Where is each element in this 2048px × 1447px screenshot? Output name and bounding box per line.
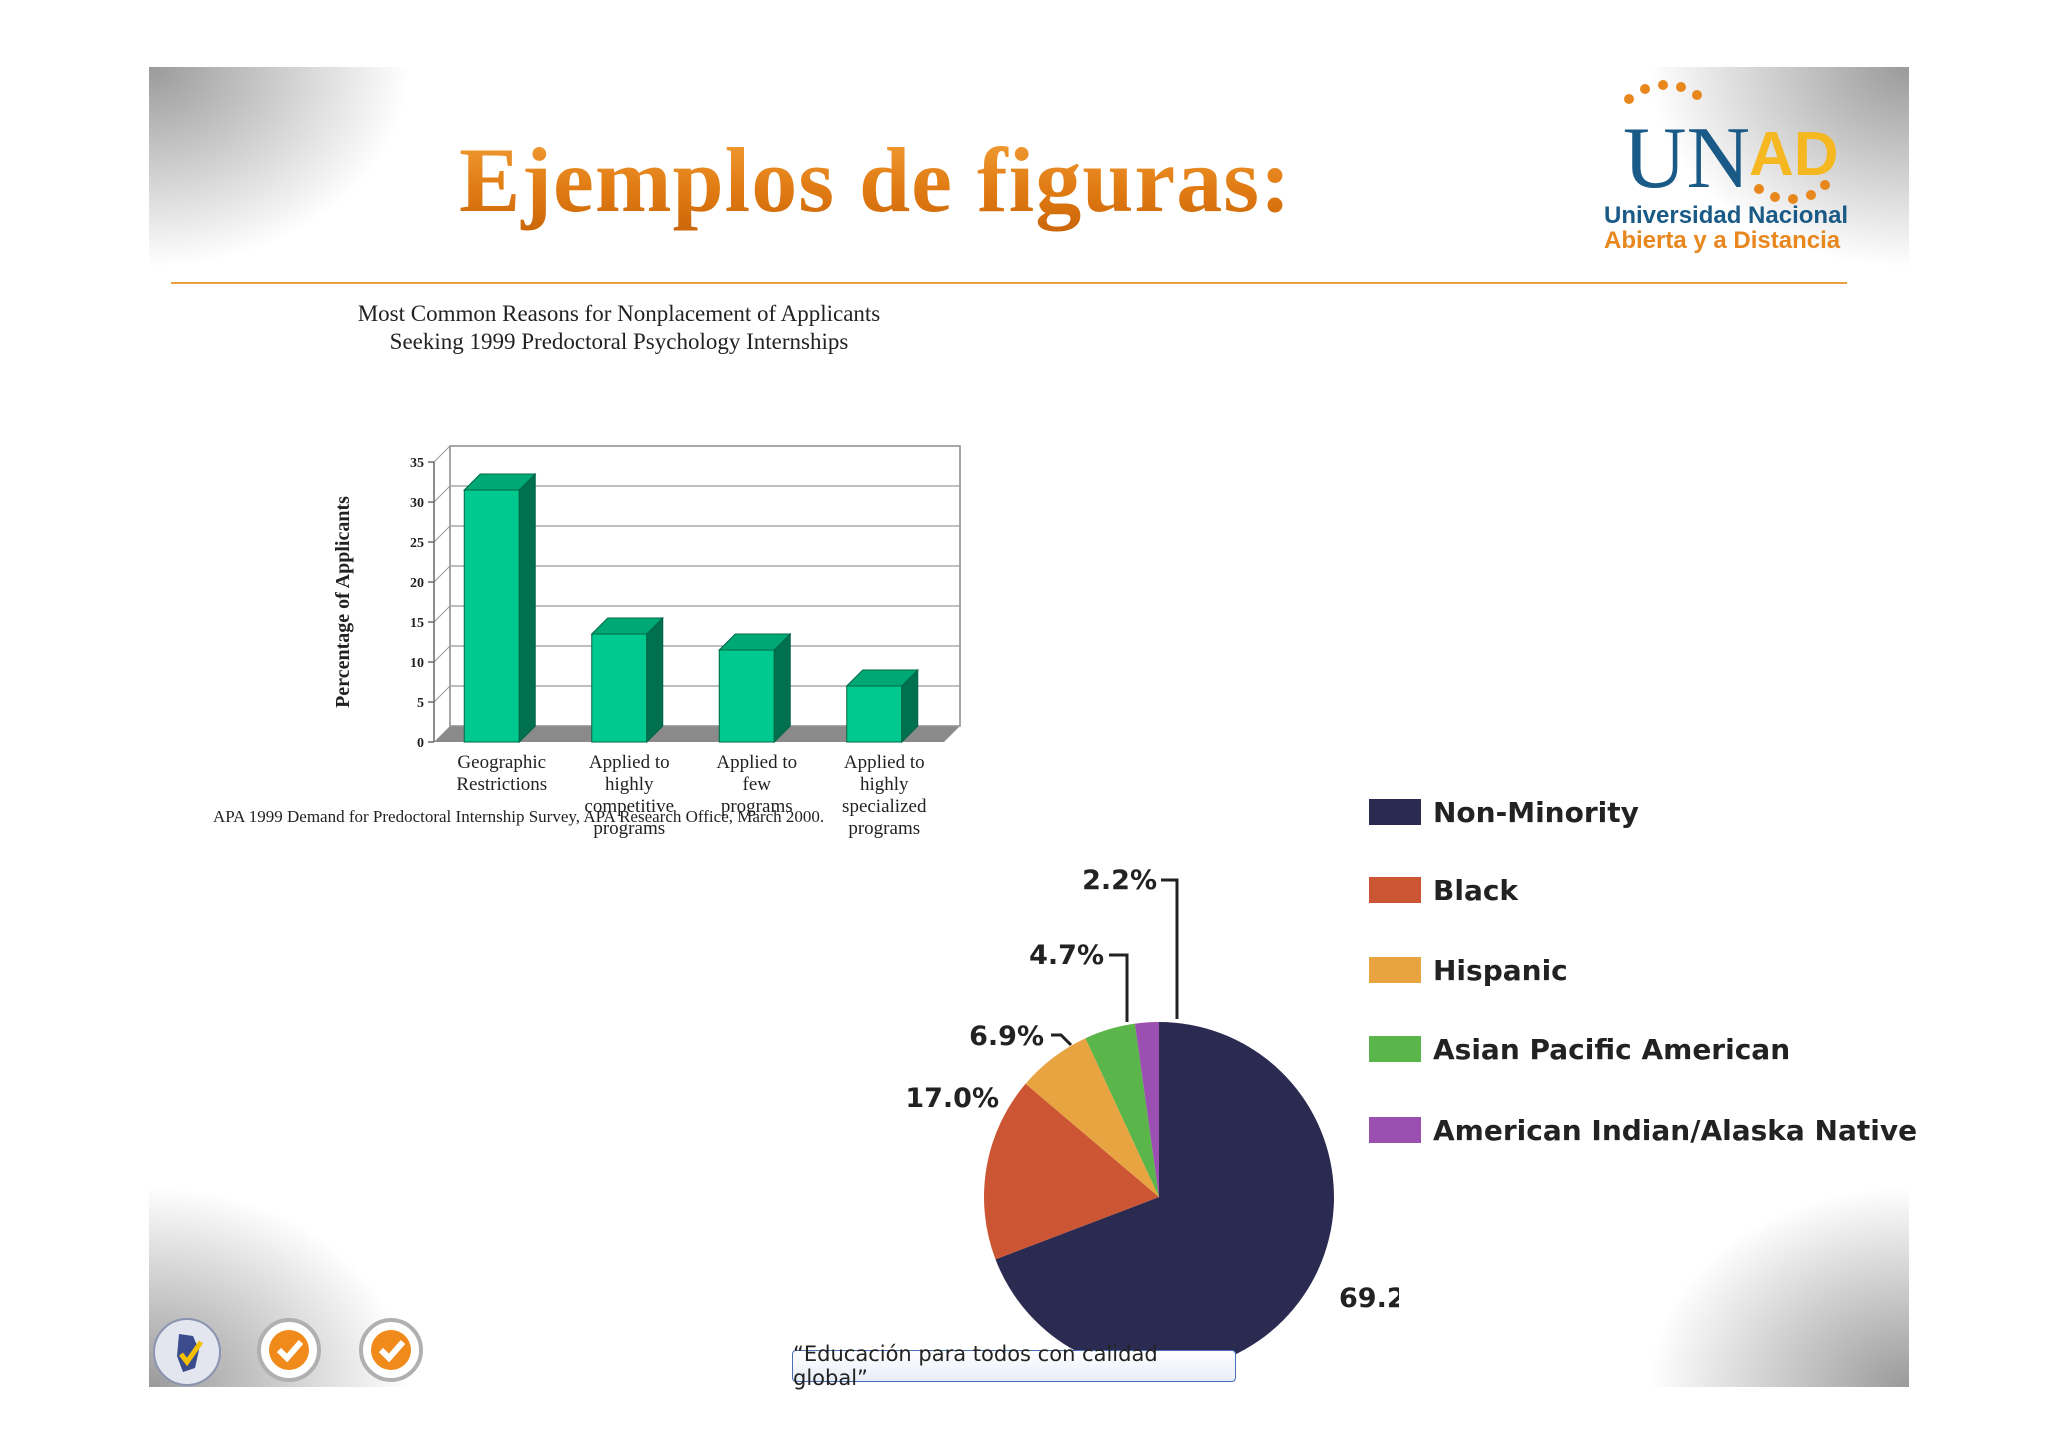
gridline-side	[433, 485, 451, 503]
gridline-side	[433, 445, 451, 463]
bar-front	[846, 685, 903, 743]
legend-swatch	[1369, 799, 1421, 825]
logo-ad-icon: AD	[1749, 120, 1839, 189]
legend-label: Hispanic	[1433, 953, 1568, 987]
bar-chart: 0 5 10 15 20 25 30 35 Percentage of Applicants Ge…	[332, 445, 961, 839]
y-tick-label: 15	[410, 616, 424, 631]
gridline-side	[433, 525, 451, 543]
logo-text-line2: Abierta y a Distancia	[1604, 227, 1841, 254]
bar-chart-title-line: Most Common Reasons for Nonplacement of …	[357, 301, 881, 326]
x-tick-label: Applied to highly specialized programs	[842, 752, 927, 839]
x-tick-label: Applied to highly competitive programs	[584, 752, 674, 839]
y-tick-label: 10	[410, 656, 424, 671]
pie-slice	[1025, 1038, 1159, 1197]
pie-slice-label: 2.2%	[1082, 865, 1157, 896]
bar-side	[646, 616, 664, 744]
logo-dots-icon	[1624, 80, 1830, 204]
gridline-side	[433, 605, 451, 623]
pie-slice-label: 4.7%	[1029, 940, 1104, 971]
legend-item: Asian Pacific American	[1369, 1029, 1790, 1069]
title-divider	[171, 282, 1847, 284]
certification-badges	[153, 1318, 423, 1386]
unad-logo: UN AD	[1623, 80, 1839, 207]
pie-slice-label: 69.2%	[1339, 1283, 1399, 1314]
y-tick-label: 20	[410, 576, 424, 591]
bar	[718, 632, 792, 744]
bar-top	[590, 617, 664, 635]
bar-chart-title-line: Seeking 1999 Predoctoral Psychology Inte…	[389, 329, 849, 354]
legend-swatch	[1369, 1036, 1421, 1062]
pie-slice	[1134, 1022, 1159, 1197]
pie-slice-label: 6.9%	[969, 1021, 1044, 1052]
gridline-side	[433, 645, 451, 663]
y-tick-label: 25	[410, 536, 424, 551]
pie-slice	[995, 1022, 1334, 1372]
logo-text-line1: Universidad Nacional	[1604, 202, 1849, 229]
pie-chart: 69.2% 17.0% 6.9% 4.7% 2.2%	[905, 865, 1399, 1372]
sgs-certification-icon	[359, 1318, 423, 1382]
sgs-certification-icon	[257, 1318, 321, 1382]
x-tick-label: Applied to few programs	[716, 752, 797, 817]
y-tick-label: 35	[410, 456, 424, 471]
bar-side	[518, 472, 536, 744]
bar-chart-title: Most Common Reasons for Nonplacement of …	[279, 300, 959, 356]
pie-leader-line	[1109, 953, 1129, 1022]
legend-label: Black	[1433, 873, 1519, 907]
legend-item: Hispanic	[1369, 950, 1568, 990]
pie-leader-line	[1161, 878, 1179, 1019]
pie-slice	[984, 1083, 1159, 1260]
bar-front	[718, 649, 775, 743]
y-tick-label: 30	[410, 496, 424, 511]
legend-label: Asian Pacific American	[1433, 1032, 1791, 1066]
logo-un-icon: UN	[1623, 110, 1750, 207]
x-tick-label: Geographic Restrictions	[456, 752, 547, 795]
slogan-box: “Educación para todos con calidad global…	[792, 1342, 1236, 1390]
legend-swatch	[1369, 957, 1421, 983]
bar-top	[463, 473, 537, 491]
legend-item: Non-Minority	[1369, 792, 1639, 832]
bar-top	[718, 633, 792, 651]
bar-side	[773, 632, 791, 744]
gridline-side	[433, 565, 451, 583]
y-axis-label: Percentage of Applicants	[332, 496, 354, 708]
pie-slice	[1085, 1023, 1159, 1197]
pie-slice-label: 17.0%	[905, 1083, 999, 1114]
gridline-side	[433, 685, 451, 703]
bar-front	[463, 489, 520, 743]
plot-floor	[434, 726, 960, 742]
y-tick-label: 0	[417, 736, 424, 751]
legend-label: Non-Minority	[1433, 795, 1639, 829]
slide-title: Ejemplos de figuras:	[459, 127, 1359, 233]
legend-swatch	[1369, 877, 1421, 903]
legend-swatch	[1369, 1117, 1421, 1143]
pie-leader-line	[1051, 1033, 1073, 1047]
bar	[845, 668, 919, 744]
y-tick-label: 5	[417, 696, 424, 711]
legend-item: American Indian/Alaska Native	[1369, 1110, 1917, 1150]
bar-top	[845, 669, 919, 687]
bar	[463, 472, 537, 744]
legend-item: Black	[1369, 870, 1518, 910]
colombia-seal-icon	[153, 1318, 221, 1386]
bar-front	[591, 633, 648, 743]
bar-chart-source: APA 1999 Demand for Predoctoral Internsh…	[213, 807, 825, 826]
legend-label: American Indian/Alaska Native	[1433, 1113, 1918, 1147]
slide: Ejemplos de figuras: UN AD Universidad N…	[149, 67, 1917, 1390]
bar	[590, 616, 664, 744]
